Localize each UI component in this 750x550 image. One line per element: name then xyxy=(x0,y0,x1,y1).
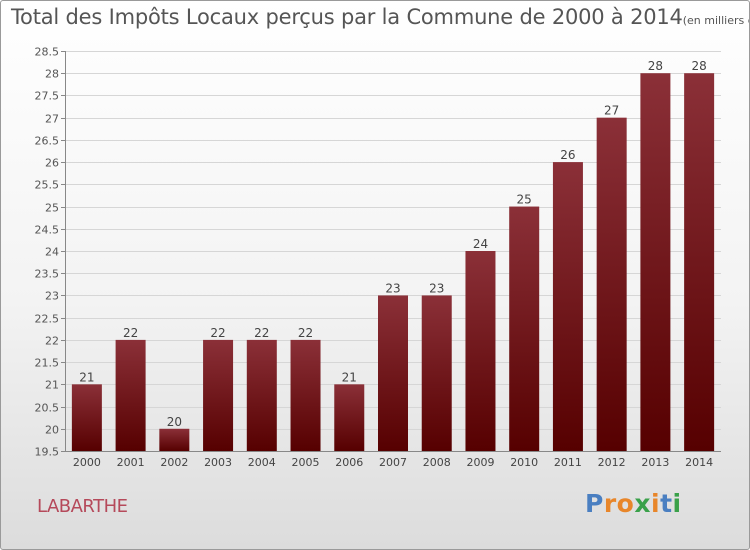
y-tick-label: 24.5 xyxy=(35,224,60,237)
bar-2010 xyxy=(509,206,540,451)
bar-2003 xyxy=(203,339,234,451)
chart-title: Total des Impôts Locaux perçus par la Co… xyxy=(11,5,749,29)
data-label-2002: 20 xyxy=(167,415,182,429)
y-tick-label: 28 xyxy=(45,68,59,81)
proxiti-logo: Proxiti xyxy=(585,489,682,518)
x-tick-label-2003: 2003 xyxy=(204,456,232,469)
data-label-2003: 22 xyxy=(210,326,225,340)
commune-name: LABARTHE xyxy=(37,496,128,517)
x-tick-label-2013: 2013 xyxy=(641,456,669,469)
y-tick-label: 24 xyxy=(45,246,59,259)
y-tick-label: 27.5 xyxy=(35,90,60,103)
y-tick-label: 26.5 xyxy=(35,135,60,148)
logo-letter: i xyxy=(651,489,661,518)
x-tick-label-2007: 2007 xyxy=(379,456,407,469)
data-labels: 21 22 20 22 22 22 21 23 23 24 25 26 27 28 28 xyxy=(79,59,707,429)
chart-title-main: Total des Impôts Locaux perçus par la Co… xyxy=(11,5,683,29)
y-tick-label: 27 xyxy=(45,113,59,126)
data-label-2007: 23 xyxy=(385,281,400,295)
y-tick-label: 25.5 xyxy=(35,179,60,192)
data-label-2006: 21 xyxy=(342,370,357,384)
y-tick-labels: 19.5 20 20.5 21 21.5 22 22.5 23 23.5 24 24.5 25 25.5… xyxy=(35,46,60,459)
data-label-2012: 27 xyxy=(604,104,619,118)
x-tick-label-2001: 2001 xyxy=(117,456,145,469)
data-label-2014: 28 xyxy=(691,59,706,73)
axes xyxy=(61,51,721,452)
y-tick-label: 19.5 xyxy=(35,446,60,459)
x-tick-label-2005: 2005 xyxy=(292,456,320,469)
y-tick-label: 22 xyxy=(45,335,59,348)
y-tick-label: 25 xyxy=(45,202,59,215)
y-tick-label: 23.5 xyxy=(35,268,60,281)
logo-letter: i xyxy=(672,489,682,518)
y-tick-label: 21.5 xyxy=(35,357,60,370)
x-tick-label-2009: 2009 xyxy=(466,456,494,469)
bar-2013 xyxy=(640,73,671,451)
bar-2009 xyxy=(465,251,496,451)
data-label-2005: 22 xyxy=(298,326,313,340)
data-label-2001: 22 xyxy=(123,326,138,340)
logo-letter: o xyxy=(616,489,635,518)
bar-2007 xyxy=(378,295,408,451)
bar-2004 xyxy=(246,339,277,451)
y-tick-label: 23 xyxy=(45,290,59,303)
x-tick-label-2002: 2002 xyxy=(160,456,188,469)
logo-letter: x xyxy=(634,489,651,518)
data-label-2013: 28 xyxy=(648,59,663,73)
x-tick-label-2000: 2000 xyxy=(73,456,101,469)
x-tick-label-2008: 2008 xyxy=(423,456,451,469)
bar-2002 xyxy=(159,428,190,451)
data-label-2008: 23 xyxy=(429,281,444,295)
data-label-2004: 22 xyxy=(254,326,269,340)
data-label-2009: 24 xyxy=(473,237,488,251)
data-label-2000: 21 xyxy=(79,370,94,384)
y-tick-label: 21 xyxy=(45,379,59,392)
x-tick-label-2010: 2010 xyxy=(510,456,538,469)
chart-title-unit: (en milliers d'€) xyxy=(682,14,749,27)
bar-2008 xyxy=(421,295,452,451)
y-tick-label: 22.5 xyxy=(35,313,60,326)
x-tick-label-2014: 2014 xyxy=(685,456,713,469)
logo-letter: r xyxy=(603,489,617,518)
x-tick-labels: 2000 2001 2002 2003 2004 2005 2006 2007 2008 2009… xyxy=(73,456,713,469)
y-tick-label: 20.5 xyxy=(35,402,60,415)
x-tick-label-2011: 2011 xyxy=(554,456,582,469)
logo-letter: t xyxy=(660,489,673,518)
x-tick-label-2006: 2006 xyxy=(335,456,363,469)
bar-2005 xyxy=(290,339,321,451)
data-label-2011: 26 xyxy=(560,148,575,162)
y-tick-label: 28.5 xyxy=(35,46,60,59)
bar-2001 xyxy=(115,339,146,451)
bar-2012 xyxy=(596,117,627,452)
bar-2000 xyxy=(71,384,102,451)
bars xyxy=(71,73,715,452)
x-tick-label-2004: 2004 xyxy=(248,456,276,469)
x-tick-label-2012: 2012 xyxy=(598,456,626,469)
bar-2011 xyxy=(552,162,583,451)
bar-2014 xyxy=(684,73,715,451)
logo-letter: P xyxy=(585,489,604,518)
bar-2006 xyxy=(334,384,365,451)
y-tick-label: 26 xyxy=(45,157,59,170)
y-tick-label: 20 xyxy=(45,424,59,437)
data-label-2010: 25 xyxy=(517,193,532,207)
